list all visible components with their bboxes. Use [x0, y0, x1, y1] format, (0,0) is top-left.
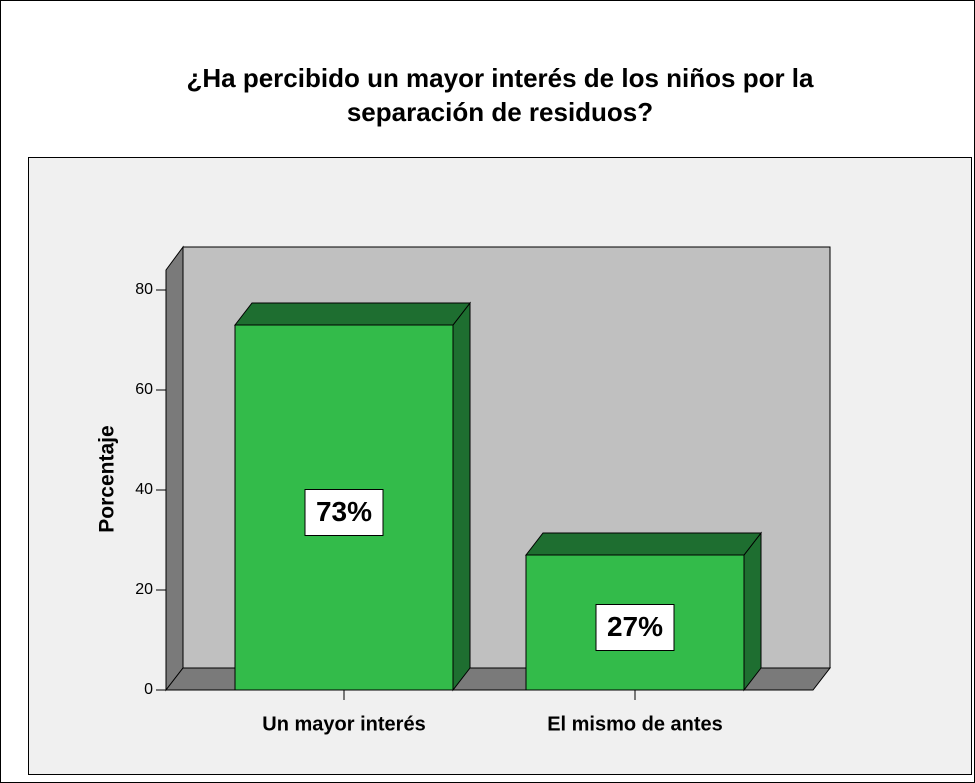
y-tick-label: 40 [135, 481, 153, 498]
bar-top [233, 302, 472, 326]
bar-side [452, 301, 471, 692]
value-label-box [304, 489, 384, 536]
x-tick-label: El mismo de antes [547, 713, 723, 735]
chart-title: separación de residuos? [347, 97, 653, 127]
y-tick-label: 80 [135, 281, 153, 298]
left-wall [165, 245, 184, 692]
x-tick-label: Un mayor interés [262, 713, 425, 735]
value-label: 27% [607, 611, 663, 642]
value-label-box [595, 604, 675, 651]
y-tick-label: 20 [135, 581, 153, 598]
y-tick-label: 0 [144, 681, 153, 698]
y-axis-label: Porcentaje [96, 425, 119, 532]
value-label: 73% [316, 496, 372, 527]
y-tick-label: 60 [135, 381, 153, 398]
bar-side [743, 531, 762, 692]
bar-top [524, 532, 763, 556]
chart-title: ¿Ha percibido un mayor interés de los ni… [186, 63, 814, 93]
